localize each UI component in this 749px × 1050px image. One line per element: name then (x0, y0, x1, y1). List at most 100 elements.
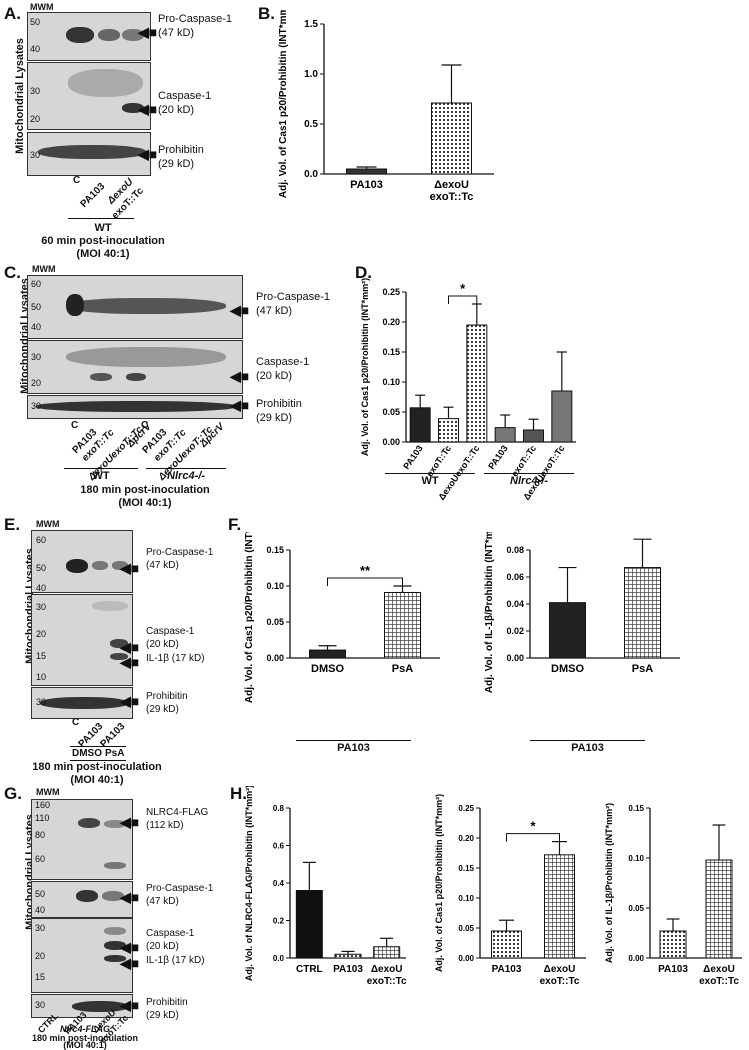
chart-h2: 0.00 0.05 0.10 0.15 0.20 0.25 Adj. Vol. of Cas… (434, 794, 586, 987)
panel-g-blot-casp (31, 918, 133, 993)
y-tick-label: 0.15 (628, 804, 644, 813)
x-tick-label: PA103 (486, 443, 510, 471)
panel-g-caption: (MOI 40:1) (63, 1040, 107, 1050)
marker: 30 (35, 1000, 46, 1010)
marker: 110 (35, 813, 50, 823)
y-tick-label: 0.00 (506, 653, 524, 663)
x-tick-label: exoT::Tc (430, 191, 474, 203)
band-label: Prohibitin (29 kD) (256, 397, 302, 425)
bar (384, 591, 421, 659)
arrow-icon: ◀■ (120, 639, 140, 655)
band (122, 29, 144, 41)
chart-h1: 0.0 0.2 0.4 0.6 0.8 Adj. Vol. of NLRC4-FLAG/P… (244, 786, 407, 987)
marker: 30 (30, 150, 41, 160)
band-label: Pro-Caspase-1 (47 kD) (158, 12, 232, 40)
bar (549, 602, 586, 659)
bar (466, 324, 488, 443)
panel-a-side-label: Mitochondrial Lysates (14, 38, 26, 154)
marker: 40 (36, 583, 47, 593)
y-tick-label: 0.05 (628, 904, 644, 913)
band (126, 373, 146, 381)
y-tick-label: 0.02 (506, 626, 524, 636)
marker: 30 (31, 401, 42, 411)
marker: 40 (35, 905, 46, 915)
x-tick-label: ΔexoU (434, 179, 469, 191)
panel-f-label: F. (228, 515, 242, 534)
bar (346, 168, 387, 175)
band (36, 401, 236, 412)
y-tick-label: 0.10 (382, 377, 400, 387)
band-size: (47 kD) (146, 896, 179, 907)
bar (705, 859, 733, 959)
band-size: (20 kD) (158, 104, 195, 116)
panel-e-blot-prohib (31, 687, 133, 719)
y-tick-label: 0.05 (458, 924, 474, 933)
band-size: (29 kD) (256, 412, 293, 424)
marker: 30 (36, 697, 47, 707)
panel-g-blot-prohib (31, 994, 133, 1018)
y-axis-label: Adj. Vol. of Cas1 p20/Prohibitin (INT*mm… (278, 10, 289, 198)
bar (431, 102, 472, 175)
panel-e-label: E. (4, 515, 21, 534)
y-tick-label: 1.0 (304, 69, 318, 80)
x-tick-label: exoT::Tc (367, 976, 407, 987)
y-axis-label: Adj. Vol. of NLRC4-FLAG/Prohibitin (INT*… (244, 786, 254, 981)
band-name: Prohibitin (158, 144, 204, 156)
y-tick-label: 0.15 (266, 545, 284, 555)
y-tick-label: 0.15 (382, 347, 400, 357)
y-tick-label: 0.10 (266, 581, 284, 591)
panel-e-mwm: MWM (36, 519, 60, 529)
x-tick-label: exoT::Tc (540, 976, 580, 987)
marker: 50 (35, 889, 46, 899)
band (122, 103, 144, 113)
y-tick-label: 0.2 (273, 917, 285, 926)
band-label: NLRC4-FLAG (112 kD) (146, 806, 208, 832)
y-tick-label: 0.6 (273, 842, 285, 851)
arrow-icon: ◀■ (120, 997, 140, 1013)
marker: 30 (36, 602, 47, 612)
panel-g-mwm: MWM (36, 787, 60, 797)
marker: 50 (30, 17, 41, 27)
y-tick-label: 0.0 (304, 169, 318, 180)
y-tick-label: 0.25 (458, 804, 474, 813)
bar (409, 407, 431, 443)
marker: 60 (31, 279, 42, 289)
marker: 20 (36, 629, 47, 639)
group-label: Nlrc4-/- (510, 475, 548, 487)
lane-label: C (72, 717, 80, 728)
y-tick-label: 1.5 (304, 19, 318, 30)
significance-bracket (506, 833, 560, 842)
bar (494, 427, 516, 443)
lane-label: C (71, 420, 79, 431)
panel-g-blot-nlrc4 (31, 799, 133, 880)
marker: 20 (30, 114, 41, 124)
band (104, 941, 126, 950)
band (110, 653, 128, 660)
band-size: (112 kD) (146, 820, 184, 831)
band-size: (20 kD) (146, 941, 179, 952)
y-tick-label: 0.5 (304, 119, 318, 130)
panel-c-mwm: MWM (32, 264, 56, 274)
group-label: PA103 (571, 742, 604, 754)
band-label: Caspase-1 (20 kD) (158, 89, 211, 117)
bar (334, 953, 362, 959)
bar (309, 649, 346, 659)
x-tick-label: DMSO (311, 663, 344, 675)
group-line (385, 473, 475, 474)
panel-c-label: C. (4, 263, 21, 282)
band (40, 697, 128, 709)
group-label: Nlrc4-/- (167, 470, 205, 482)
band-size: (29 kD) (146, 1010, 179, 1021)
y-tick-label: 0.20 (382, 317, 400, 327)
panel-a-caption: 60 min post-inoculation (41, 235, 165, 247)
group-label: WT (92, 470, 110, 482)
panel-g-group: Nlrc4-FLAG (59, 1024, 110, 1034)
band-size: (47 kD) (158, 27, 195, 39)
y-tick-label: 0.8 (273, 804, 285, 813)
panel-e-caption: 180 min post-inoculation (32, 761, 162, 773)
band-label: IL-1β (17 kD) (146, 955, 205, 966)
x-tick-label: ΔexoU (371, 964, 403, 975)
chart-d: 0.00 0.05 0.10 0.15 0.20 0.25 Adj. Vol. of Cas… (360, 278, 576, 502)
band-name: Prohibitin (256, 398, 302, 410)
band (76, 890, 98, 902)
